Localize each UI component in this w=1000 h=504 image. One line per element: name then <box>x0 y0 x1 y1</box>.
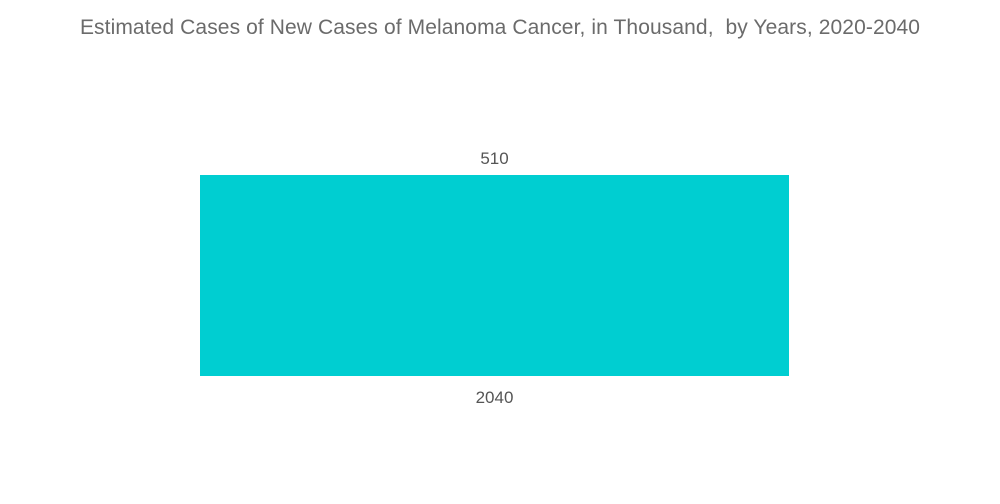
x-tick-label-2040: 2040 <box>476 388 514 407</box>
chart-title: Estimated Cases of New Cases of Melanoma… <box>79 16 921 39</box>
bar-2040 <box>200 175 789 376</box>
data-label-2040: 510 <box>480 149 508 168</box>
